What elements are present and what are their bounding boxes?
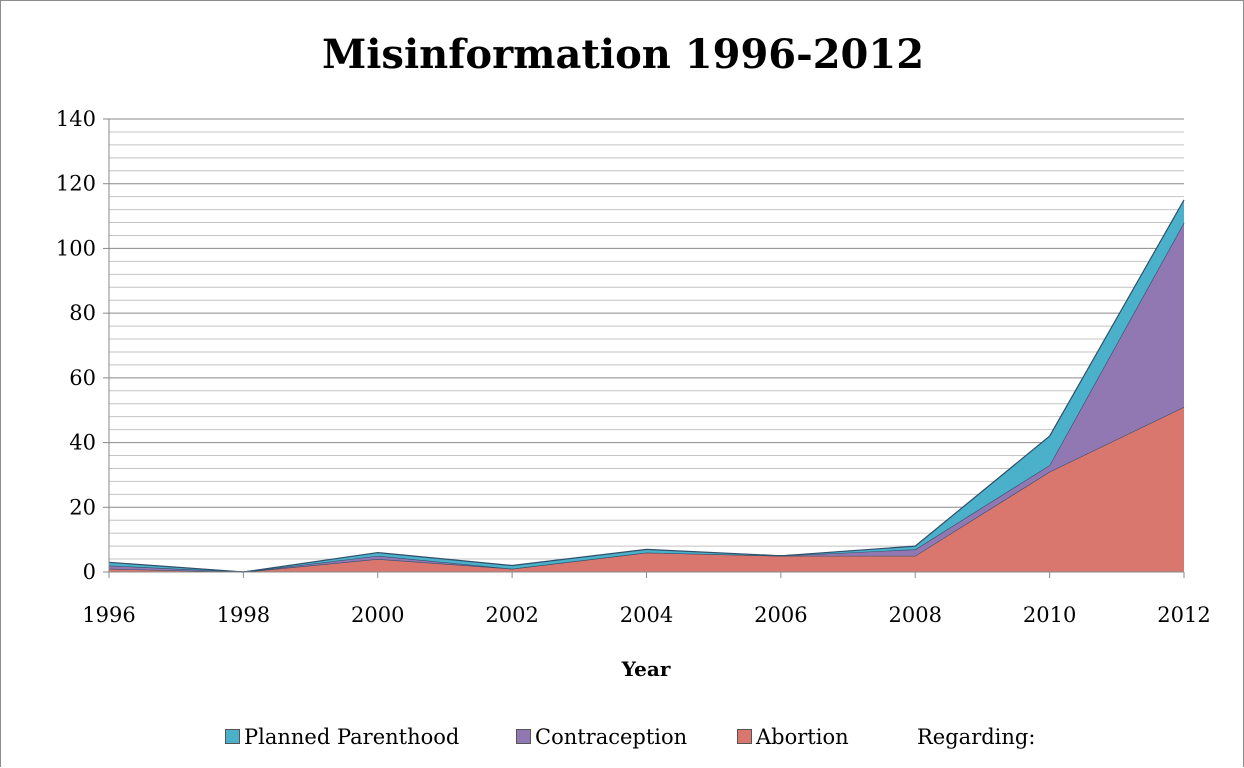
legend-label-abortion: Abortion [756,725,849,749]
legend-swatch-contraception [516,729,531,744]
x-axis-label: Year [621,657,671,681]
x-tick-label: 2000 [351,603,404,627]
legend: Planned Parenthood Contraception Abortio… [1,725,1244,759]
x-tick-label: 2012 [1157,603,1210,627]
axes [103,118,1185,578]
y-tick-label: 100 [56,236,96,260]
area-outline-planned-parenthood [108,199,1185,573]
y-tick-label: 60 [69,366,96,390]
y-tick-label: 80 [69,301,96,325]
x-tick-label: 1998 [217,603,270,627]
x-tick-label: 2004 [620,603,673,627]
y-tick-label: 0 [83,560,96,584]
legend-item-abortion: Abortion [737,725,849,749]
chart-title: Misinformation 1996-2012 [321,31,925,78]
legend-label-planned-parenthood: Planned Parenthood [244,725,460,749]
legend-swatch-abortion [737,729,752,744]
x-tick-label: 2010 [1023,603,1076,627]
y-tick-label: 40 [69,431,96,455]
y-tick-label: 120 [56,172,96,196]
area-series [108,199,1185,573]
x-tick-label: 1996 [82,603,135,627]
y-tick-label: 20 [69,495,96,519]
y-tick-labels: 0 20 40 60 80 100 120 140 [56,107,96,584]
x-tick-label: 2008 [889,603,942,627]
y-tick-label: 140 [56,107,96,131]
x-tick-label: 2006 [754,603,807,627]
area-abortion [109,406,1184,572]
legend-swatch-planned-parenthood [225,729,240,744]
legend-item-contraception: Contraception [516,725,687,749]
x-tick-labels: 1996 1998 2000 2002 2004 2006 2008 2010 2012 [82,603,1210,627]
legend-label-contraception: Contraception [535,725,688,749]
gridlines [109,118,1184,560]
legend-regarding-text: Regarding: [917,725,1036,749]
legend-item-planned-parenthood: Planned Parenthood [225,725,459,749]
x-tick-label: 2002 [485,603,538,627]
